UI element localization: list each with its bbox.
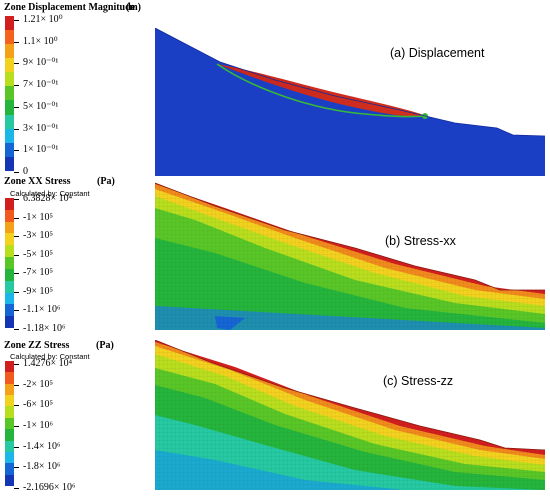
stress-xx-model xyxy=(155,178,545,330)
colorbar-tick-label: -1.4× 10⁶ xyxy=(13,440,61,452)
colorbar-segment xyxy=(5,417,14,430)
stress-xx-plot: (b) Stress-xx xyxy=(155,178,545,330)
colorbar-segment xyxy=(5,233,14,246)
colorbar-tick-label: 1.1× 10⁰ xyxy=(14,35,58,47)
colorbar-tick-label: -2× 10⁵ xyxy=(14,378,53,390)
colorbar-segment xyxy=(5,292,14,305)
colorbar-segment xyxy=(5,58,14,73)
legend-c-colorbar xyxy=(5,361,14,486)
colorbar-segment xyxy=(5,316,14,328)
colorbar-tick-label: -1.18× 10⁶ xyxy=(13,323,66,334)
colorbar-segment xyxy=(5,44,14,59)
legend-b-unit: (Pa) xyxy=(97,176,115,187)
colorbar-segment xyxy=(5,221,14,234)
colorbar-segment xyxy=(5,440,14,452)
colorbar-segment xyxy=(5,86,14,101)
colorbar-segment xyxy=(5,114,14,129)
colorbar-segment xyxy=(5,395,14,407)
colorbar-segment xyxy=(5,257,14,269)
colorbar-segment xyxy=(5,474,14,486)
colorbar-segment xyxy=(5,268,14,281)
legend-c-unit: (Pa) xyxy=(96,340,114,351)
colorbar-segment xyxy=(5,304,14,317)
slide-mass xyxy=(217,64,427,117)
caption-displacement: (a) Displacement xyxy=(390,46,485,60)
colorbar-segment xyxy=(5,429,14,441)
legend-c-calc: Calculated by: Constant xyxy=(10,352,90,361)
displacement-plot: (a) Displacement xyxy=(155,28,545,176)
colorbar-segment xyxy=(5,156,14,171)
colorbar-segment xyxy=(5,198,14,210)
colorbar-tick-label: 9× 10⁻⁰¹ xyxy=(13,57,59,69)
colorbar-segment xyxy=(5,72,14,87)
stress-zz-model xyxy=(155,340,545,490)
colorbar-tick-label: -3× 10⁵ xyxy=(14,230,53,242)
colorbar-tick-label: -7× 10⁵ xyxy=(14,267,53,279)
colorbar-segment xyxy=(5,209,14,222)
legend-a-unit: (m) xyxy=(126,2,141,13)
legend-a-colorbar xyxy=(5,16,14,171)
legend-b-calc: Calculated by: Constant xyxy=(10,189,90,198)
legend-c-title: Zone ZZ Stress xyxy=(4,340,70,351)
colorbar-tick-label: 1× 10⁻⁰¹ xyxy=(13,144,59,156)
legend-a-title: Zone Displacement Magnitude xyxy=(4,2,136,13)
legend-b-colorbar xyxy=(5,198,14,328)
colorbar-tick-label: -1× 10⁵ xyxy=(14,211,53,223)
colorbar-tick-label: -1.1× 10⁶ xyxy=(13,304,61,316)
colorbar-tick-label: -2.1696× 10⁶ xyxy=(13,482,76,493)
colorbar-tick-label: -9× 10⁵ xyxy=(14,285,53,297)
stress-zz-plot: (c) Stress-zz xyxy=(155,340,545,490)
colorbar-segment xyxy=(5,406,14,418)
colorbar-tick-label: -6× 10⁵ xyxy=(14,399,53,411)
colorbar-segment xyxy=(5,16,14,31)
colorbar-tick-label: 6.3828× 10⁴ xyxy=(13,193,73,204)
colorbar-tick-label: 1.4276× 10⁴ xyxy=(13,358,73,369)
colorbar-segment xyxy=(5,361,14,373)
colorbar-segment xyxy=(5,463,14,475)
colorbar-segment xyxy=(5,383,14,396)
colorbar-segment xyxy=(5,451,14,464)
colorbar-tick-label: 5× 10⁻⁰¹ xyxy=(13,100,59,112)
colorbar-segment xyxy=(5,372,14,384)
colorbar-tick-label: -5× 10⁵ xyxy=(14,248,53,260)
colorbar-tick-label: -1.8× 10⁶ xyxy=(13,461,61,473)
colorbar-tick-label: 3× 10⁻⁰¹ xyxy=(13,122,59,134)
colorbar-segment xyxy=(5,245,14,258)
caption-stress-xx: (b) Stress-xx xyxy=(385,234,456,248)
colorbar-segment xyxy=(5,128,14,143)
colorbar-tick-label: 0 xyxy=(14,166,28,177)
colorbar-segment xyxy=(5,280,14,293)
colorbar-tick-label: 1.21× 10⁰ xyxy=(14,14,63,25)
colorbar-segment xyxy=(5,100,14,115)
caption-stress-zz: (c) Stress-zz xyxy=(383,374,454,388)
colorbar-tick-label: 7× 10⁻⁰¹ xyxy=(13,79,59,91)
displacement-model xyxy=(155,28,545,176)
colorbar-segment xyxy=(5,142,14,157)
colorbar-segment xyxy=(5,30,14,45)
legend-b-title: Zone XX Stress xyxy=(4,176,71,187)
colorbar-tick-label: -1× 10⁶ xyxy=(14,420,53,431)
